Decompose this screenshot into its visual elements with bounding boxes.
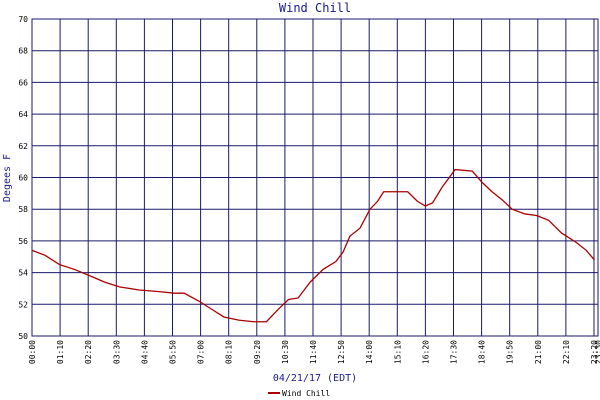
y-tick-label: 62	[18, 142, 28, 151]
y-tick-label: 56	[18, 237, 28, 246]
x-tick-label: 18:40	[478, 340, 487, 364]
y-tick-label: 54	[18, 269, 28, 278]
y-axis-label: Degees F	[2, 154, 13, 202]
x-tick-label: 16:20	[421, 340, 430, 364]
chart-title: Wind Chill	[279, 1, 351, 15]
y-tick-label: 64	[18, 110, 28, 119]
x-tick-label: 22:10	[562, 340, 571, 364]
x-tick-label: 00:00	[28, 340, 37, 364]
y-tick-label: 68	[18, 47, 28, 56]
y-tick-label: 66	[18, 78, 28, 87]
legend-label: Wind Chill	[282, 389, 330, 398]
x-tick-label: 09:20	[253, 340, 262, 364]
x-tick-label: 03:30	[112, 340, 121, 364]
x-tick-label: 11:40	[309, 340, 318, 364]
x-tick-label: 05:50	[168, 340, 177, 364]
x-tick-label: 10:30	[281, 340, 290, 364]
x-tick-label: 21:00	[534, 340, 543, 364]
x-tick-label: 02:20	[84, 340, 93, 364]
y-tick-label: 52	[18, 300, 28, 309]
x-tick-label: 07:00	[197, 340, 206, 364]
data-line	[31, 168, 595, 323]
x-tick-label: 04:40	[140, 340, 149, 364]
y-tick-label: 58	[18, 205, 28, 214]
x-tick-label: 17:30	[449, 340, 458, 364]
x-tick-label: 01:10	[56, 340, 65, 364]
x-tick-label: 08:10	[225, 340, 234, 364]
x-tick-label: 23:20	[590, 340, 599, 364]
x-tick-label: 15:10	[393, 340, 402, 364]
x-tick-label: 19:50	[506, 340, 515, 364]
y-tick-label: 70	[18, 15, 28, 24]
x-tick-label: 12:50	[337, 340, 346, 364]
y-tick-label: 60	[18, 174, 28, 183]
x-tick-label: 14:00	[365, 340, 374, 364]
x-tick-label: 23:30	[594, 340, 600, 364]
x-axis-label: 04/21/17 (EDT)	[273, 373, 357, 384]
y-tick-label: 50	[18, 332, 28, 341]
